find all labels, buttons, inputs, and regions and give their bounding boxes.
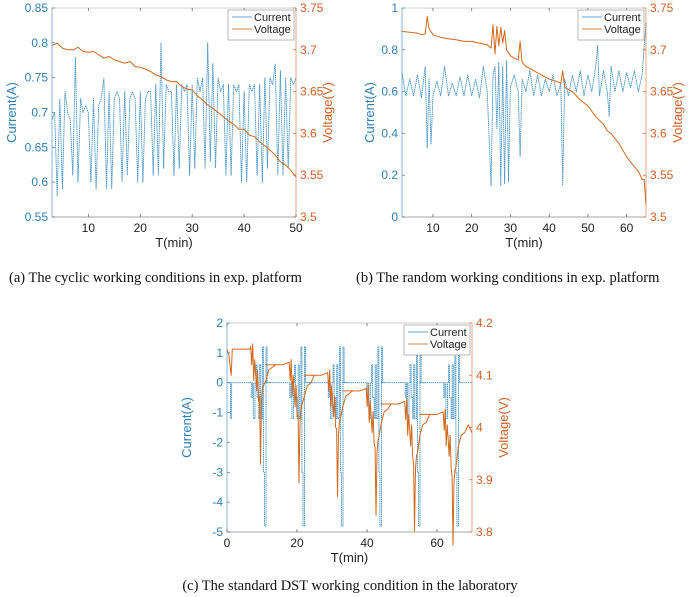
x-axis-label: T(min) bbox=[505, 235, 543, 250]
series-voltage-line bbox=[226, 343, 473, 546]
y-right-tick-label: 4.1 bbox=[476, 368, 493, 382]
y-left-axis-label: Current(A) bbox=[4, 82, 19, 143]
caption-b: (b) The random working conditions in exp… bbox=[356, 270, 660, 286]
y-left-tick-label: 0.65 bbox=[25, 140, 49, 154]
x-tick-label: 20 bbox=[134, 221, 148, 235]
series-voltage-line bbox=[401, 15, 647, 205]
y-left-tick-label: 0.75 bbox=[25, 71, 49, 85]
y-right-tick-label: 3.8 bbox=[476, 525, 493, 539]
y-left-tick-label: -1 bbox=[212, 406, 223, 420]
y-right-tick-label: 3.55 bbox=[650, 168, 674, 182]
legend-label-voltage: Voltage bbox=[604, 24, 641, 36]
legend-label-voltage: Voltage bbox=[254, 24, 291, 36]
y-right-tick-label: 3.5 bbox=[650, 210, 667, 224]
y-left-tick-label: -4 bbox=[212, 495, 223, 509]
caption-c: (c) The standard DST working condition i… bbox=[182, 578, 518, 594]
y-left-tick-label: -5 bbox=[212, 525, 223, 539]
y-right-tick-label: 3.75 bbox=[650, 1, 674, 15]
x-tick-label: 0 bbox=[224, 536, 231, 550]
series-voltage-line bbox=[51, 42, 297, 178]
y-right-tick-label: 3.55 bbox=[300, 168, 324, 182]
y-left-tick-label: 0.8 bbox=[381, 43, 398, 57]
y-left-tick-label: 2 bbox=[216, 316, 223, 330]
legend-box bbox=[227, 9, 295, 41]
panel-a: 10 20 30 40 50 0.55 0.6 0.65 0.7 0.75 0.8 0.85 3.5 3.… bbox=[4, 1, 335, 250]
y-left-tick-label: 0.2 bbox=[381, 168, 398, 182]
y-left-tick-label: 1 bbox=[216, 346, 223, 360]
y-right-tick-label: 3.75 bbox=[300, 1, 324, 15]
y-left-tick-label: 0.85 bbox=[25, 1, 49, 15]
y-left-tick-label: 0.6 bbox=[31, 175, 48, 189]
legend-box bbox=[577, 9, 645, 41]
y-right-tick-label: 4.2 bbox=[476, 316, 493, 330]
y-left-tick-label: 0 bbox=[216, 376, 223, 390]
x-tick-label: 10 bbox=[426, 221, 440, 235]
x-tick-label: 60 bbox=[620, 221, 634, 235]
y-left-tick-label: 0.4 bbox=[381, 126, 398, 140]
x-tick-label: 20 bbox=[465, 221, 479, 235]
y-right-axis-label: Voltage(V) bbox=[670, 82, 685, 143]
x-tick-label: 40 bbox=[360, 536, 374, 550]
y-right-tick-label: 3.9 bbox=[476, 473, 493, 487]
x-axis-label: T(min) bbox=[155, 235, 193, 250]
legend-label-voltage: Voltage bbox=[430, 339, 467, 351]
y-left-axis-label: Current(A) bbox=[179, 397, 194, 458]
y-left-tick-label: 0.6 bbox=[381, 85, 398, 99]
x-tick-label: 30 bbox=[185, 221, 199, 235]
y-left-tick-label: 0 bbox=[391, 210, 398, 224]
y-left-tick-label: 1 bbox=[391, 1, 398, 15]
y-right-tick-label: 3.5 bbox=[300, 210, 317, 224]
x-tick-label: 50 bbox=[581, 221, 595, 235]
y-right-tick-label: 3.6 bbox=[650, 126, 667, 140]
y-right-axis-label: Voltage(V) bbox=[496, 397, 511, 458]
panel-c: 0 20 40 60 -5 -4 -3 -2 -1 0 1 2 3.8 3.9 4 4.1 4.2 T(min) C… bbox=[179, 316, 511, 565]
legend-label-current: Current bbox=[430, 327, 467, 339]
y-right-tick-label: 3.6 bbox=[300, 126, 317, 140]
x-tick-label: 10 bbox=[82, 221, 96, 235]
x-tick-label: 40 bbox=[237, 221, 251, 235]
series-current-line bbox=[401, 22, 647, 187]
x-tick-label: 40 bbox=[542, 221, 556, 235]
legend-label-current: Current bbox=[254, 12, 291, 24]
y-left-axis-label: Current(A) bbox=[362, 82, 377, 143]
caption-a: (a) The cyclic working conditions in exp… bbox=[9, 270, 303, 286]
series-current-line bbox=[51, 42, 297, 197]
x-tick-label: 50 bbox=[289, 221, 303, 235]
y-left-tick-label: 0.8 bbox=[31, 36, 48, 50]
y-right-tick-label: 3.7 bbox=[650, 43, 667, 57]
y-right-tick-label: 3.7 bbox=[300, 43, 317, 57]
x-tick-label: 60 bbox=[430, 536, 444, 550]
panel-b: 10 20 30 40 50 60 0 0.2 0.4 0.6 0.8 1 3.5 3.55 3.6 3.65… bbox=[362, 1, 685, 250]
y-left-tick-label: -3 bbox=[212, 465, 223, 479]
y-right-tick-label: 3.65 bbox=[650, 85, 674, 99]
series-current-line bbox=[227, 346, 472, 527]
y-left-tick-label: 0.7 bbox=[31, 106, 48, 120]
x-axis-label: T(min) bbox=[331, 550, 369, 565]
y-right-axis-label: Voltage(V) bbox=[320, 82, 335, 143]
y-right-tick-label: 4 bbox=[476, 421, 483, 435]
y-right-tick-label: 3.65 bbox=[300, 85, 324, 99]
y-left-tick-label: 0.55 bbox=[25, 210, 49, 224]
x-tick-label: 30 bbox=[504, 221, 518, 235]
x-tick-label: 20 bbox=[290, 536, 304, 550]
legend-box bbox=[403, 324, 471, 356]
legend-label-current: Current bbox=[604, 12, 641, 24]
y-left-tick-label: -2 bbox=[212, 435, 223, 449]
